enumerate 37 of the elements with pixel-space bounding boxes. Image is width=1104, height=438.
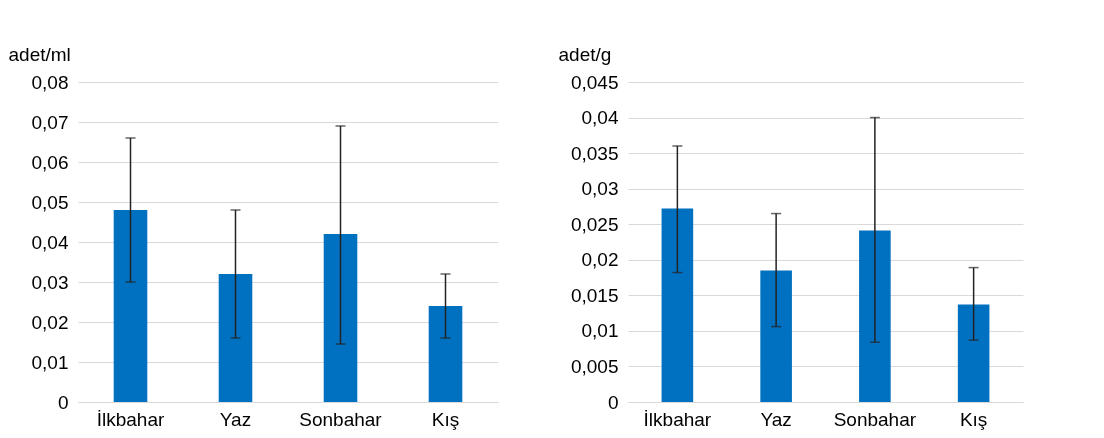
y-tick-label: 0,08 (31, 71, 69, 93)
y-tick-label: 0,03 (31, 271, 69, 293)
y-tick-label: 0,04 (31, 231, 69, 253)
bar (760, 270, 792, 402)
y-tick-label: 0,01 (581, 320, 619, 342)
y-tick-label: 0,02 (31, 311, 69, 333)
x-tick-label: Sonbahar (833, 408, 917, 430)
y-tick-label: 0,06 (31, 151, 69, 173)
x-tick-label: Yaz (219, 408, 252, 430)
bar (323, 234, 358, 402)
y-tick-label: 0 (57, 391, 69, 413)
y-tick-label: 0,04 (581, 107, 619, 129)
bar (428, 306, 463, 402)
y-tick-label: 0,05 (31, 191, 69, 213)
x-tick-label: Yaz (760, 408, 792, 430)
y-tick-label: 0 (607, 391, 619, 413)
x-tick-label: Kış (959, 408, 988, 430)
bar (859, 230, 891, 402)
bar (113, 210, 148, 402)
x-tick-label: İlkbahar (96, 408, 165, 430)
y-tick-label: 0,025 (570, 213, 619, 235)
x-tick-label: Kış (431, 408, 460, 430)
bar (957, 304, 990, 402)
y-tick-label: 0,015 (570, 284, 619, 306)
y-tick-label: 0,07 (31, 111, 69, 133)
y-tick-label: 0,045 (570, 71, 619, 93)
y-axis-title: adet/ml (8, 43, 71, 65)
y-tick-label: 0,01 (31, 351, 69, 373)
y-tick-label: 0,005 (570, 355, 619, 377)
x-tick-label: Sonbahar (299, 408, 383, 430)
y-tick-label: 0,02 (581, 249, 619, 271)
bar (218, 274, 253, 402)
y-axis-title: adet/g (558, 43, 612, 65)
x-tick-label: İlkbahar (643, 408, 712, 430)
bar (661, 208, 694, 402)
y-tick-label: 0,035 (570, 142, 619, 164)
y-tick-label: 0,03 (581, 178, 619, 200)
